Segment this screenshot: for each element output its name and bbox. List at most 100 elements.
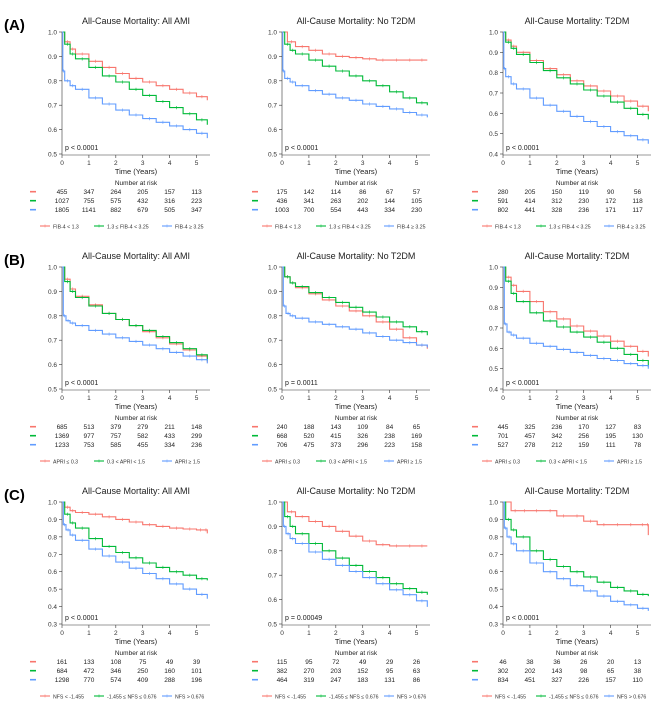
y-tick-label: 0.7 bbox=[489, 552, 498, 559]
series-line-0 bbox=[282, 31, 428, 61]
risk-value: 591 bbox=[498, 198, 509, 205]
legend-label-1: 1.3 ≤ FIB-4 < 3.25 bbox=[549, 225, 591, 231]
risk-value: 414 bbox=[524, 198, 535, 205]
y-tick-label: 0.5 bbox=[48, 387, 57, 394]
risk-value: 256 bbox=[578, 433, 589, 440]
x-tick-label: 0 bbox=[280, 630, 284, 637]
y-tick-label: 0.4 bbox=[489, 604, 498, 611]
risk-value: 770 bbox=[83, 677, 94, 684]
risk-value: 202 bbox=[357, 198, 368, 205]
risk-value: 263 bbox=[330, 198, 341, 205]
panel-title: All-Cause Mortality: No T2DM bbox=[297, 486, 416, 496]
risk-value: 1003 bbox=[275, 207, 290, 214]
y-tick-label: 0.9 bbox=[268, 54, 277, 61]
y-tick-label: 0.5 bbox=[489, 587, 498, 594]
y-tick-label: 0.8 bbox=[48, 534, 57, 541]
x-tick-label: 5 bbox=[636, 160, 640, 167]
y-tick-label: 0.5 bbox=[489, 131, 498, 138]
y-tick-label: 0.7 bbox=[48, 338, 57, 345]
risk-value: 57 bbox=[413, 189, 421, 196]
km-panel-6: All-Cause Mortality: All AMI 0.3 0.4 0.5 0.6… bbox=[30, 486, 210, 701]
risk-value: 86 bbox=[359, 189, 367, 196]
y-tick-label: 0.8 bbox=[489, 534, 498, 541]
risk-value: 443 bbox=[357, 207, 368, 214]
y-tick-label: 0.7 bbox=[268, 103, 277, 110]
y-tick-label: 0.6 bbox=[489, 569, 498, 576]
x-tick-label: 0 bbox=[60, 395, 64, 402]
y-tick-label: 0.8 bbox=[489, 305, 498, 312]
x-tick-label: 2 bbox=[334, 395, 338, 402]
km-panel-7: All-Cause Mortality: No T2DM 0.5 0.6 0.7 0.8… bbox=[252, 486, 430, 701]
legend-marker: + bbox=[387, 459, 391, 465]
row-label-1: (B) bbox=[4, 252, 25, 269]
legend-label-2: NFS > 0.676 bbox=[175, 695, 204, 701]
legend-label-0: NFS < -1.455 bbox=[53, 695, 84, 701]
legend-label-0: NFS < -1.455 bbox=[275, 695, 306, 701]
y-tick-label: 0.7 bbox=[489, 326, 498, 333]
x-tick-label: 4 bbox=[609, 630, 613, 637]
x-tick-label: 1 bbox=[87, 630, 91, 637]
risk-value: 326 bbox=[357, 433, 368, 440]
series-line-1 bbox=[282, 501, 428, 595]
risk-value: 157 bbox=[164, 189, 175, 196]
risk-value: 1369 bbox=[55, 433, 70, 440]
p-value: p < 0.0001 bbox=[506, 380, 539, 387]
risk-value: 143 bbox=[551, 668, 562, 675]
km-panel-4: All-Cause Mortality: No T2DM 0.5 0.6 0.7 0.8… bbox=[252, 251, 430, 466]
series-line-0 bbox=[62, 501, 208, 534]
legend-label-2: NFS > 0.676 bbox=[397, 695, 426, 701]
x-tick-label: 0 bbox=[280, 160, 284, 167]
x-tick-label: 4 bbox=[388, 160, 392, 167]
y-tick-label: 0.5 bbox=[48, 587, 57, 594]
risk-value: 195 bbox=[605, 433, 616, 440]
risk-value: 455 bbox=[57, 189, 68, 196]
risk-value: 299 bbox=[191, 433, 202, 440]
risk-value: 98 bbox=[580, 668, 588, 675]
legend-marker: + bbox=[265, 459, 269, 465]
legend-marker: + bbox=[97, 459, 101, 465]
legend-label-1: 0.3 < APRI < 1.5 bbox=[549, 460, 587, 466]
x-tick-label: 5 bbox=[636, 395, 640, 402]
risk-value: 202 bbox=[524, 668, 535, 675]
series-line-0 bbox=[503, 266, 649, 357]
legend-marker: + bbox=[165, 224, 169, 230]
risk-value: 382 bbox=[277, 668, 288, 675]
x-tick-label: 0 bbox=[501, 160, 505, 167]
risk-value: 183 bbox=[357, 677, 368, 684]
y-tick-label: 1.0 bbox=[268, 500, 277, 507]
risk-value: 757 bbox=[110, 433, 121, 440]
y-tick-label: 0.6 bbox=[48, 569, 57, 576]
risk-value: 127 bbox=[605, 424, 616, 431]
legend-marker: + bbox=[485, 224, 489, 230]
risk-value: 270 bbox=[303, 668, 314, 675]
risk-value: 86 bbox=[413, 677, 421, 684]
km-panel-8: All-Cause Mortality: T2DM 0.3 0.4 0.5 0.6 0.7… bbox=[472, 486, 651, 701]
risk-value: 280 bbox=[498, 189, 509, 196]
risk-value: 65 bbox=[413, 424, 421, 431]
series-line-2 bbox=[503, 501, 649, 611]
risk-value: 520 bbox=[303, 433, 314, 440]
legend-label-0: APRI ≤ 0.3 bbox=[275, 460, 300, 466]
legend-marker: + bbox=[43, 459, 47, 465]
risk-table-title: Number at risk bbox=[556, 180, 599, 187]
risk-value: 56 bbox=[634, 189, 642, 196]
legend-marker: + bbox=[387, 694, 391, 700]
km-panel-0: All-Cause Mortality: All AMI 0.5 0.6 0.7 0.8… bbox=[30, 16, 210, 231]
y-tick-label: 0.7 bbox=[268, 573, 277, 580]
risk-value: 701 bbox=[498, 433, 509, 440]
x-tick-label: 0 bbox=[60, 160, 64, 167]
y-tick-label: 0.3 bbox=[48, 622, 57, 629]
series-line-1 bbox=[503, 31, 649, 120]
x-tick-label: 2 bbox=[555, 395, 559, 402]
y-tick-label: 0.7 bbox=[48, 103, 57, 110]
x-tick-label: 5 bbox=[415, 630, 419, 637]
risk-value: 316 bbox=[164, 198, 175, 205]
risk-value: 26 bbox=[413, 659, 421, 666]
risk-value: 436 bbox=[277, 198, 288, 205]
series-line-0 bbox=[62, 266, 208, 363]
legend-marker: + bbox=[387, 224, 391, 230]
risk-value: 172 bbox=[605, 198, 616, 205]
legend-marker: + bbox=[165, 459, 169, 465]
p-value: p < 0.0001 bbox=[506, 145, 539, 152]
p-value: p < 0.0001 bbox=[65, 145, 98, 152]
